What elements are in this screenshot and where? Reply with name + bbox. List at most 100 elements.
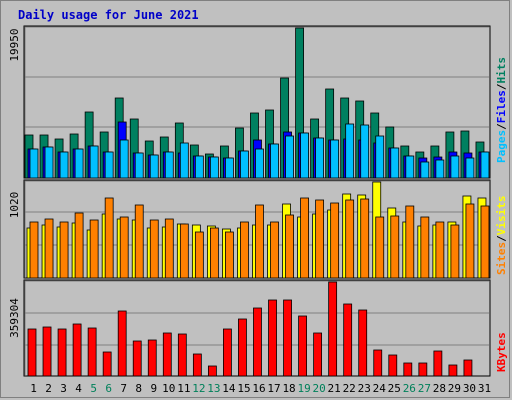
sites-bar-day-22 <box>345 199 355 279</box>
pages-bar-day-20 <box>315 137 325 179</box>
day-label-11: 11 <box>177 382 190 395</box>
kbytes-bar-day-5 <box>87 327 97 377</box>
kbytes-bar-day-19 <box>298 315 307 377</box>
legend-pages-files-hits: Pages/Files/Hits <box>495 57 508 163</box>
kbytes-bar-day-6 <box>102 351 112 377</box>
sites-bar-day-7 <box>119 216 129 279</box>
legend-kbytes: KBytes <box>495 332 508 372</box>
legend-sites-visits-visits: Visits <box>495 196 508 236</box>
sites-bar-day-30 <box>465 203 475 279</box>
kbytes-bar-day-27 <box>418 362 428 377</box>
kbytes-bar-day-7 <box>117 310 127 377</box>
kbytes-bar-day-30 <box>463 359 473 377</box>
kbytes-bar-day-1 <box>27 328 37 377</box>
sites-bar-day-3 <box>59 221 69 279</box>
pages-bar-day-17 <box>270 143 279 179</box>
sites-bar-day-6 <box>104 197 114 279</box>
day-label-8: 8 <box>135 382 142 395</box>
sites-bar-day-14 <box>225 231 234 279</box>
pages-bar-day-18 <box>285 135 294 179</box>
sites-bar-day-5 <box>89 219 99 279</box>
sites-bar-day-17 <box>270 221 279 279</box>
sites-bar-day-13 <box>209 227 219 279</box>
kbytes-bar-day-13 <box>207 365 217 377</box>
sites-bar-day-26 <box>405 205 415 279</box>
day-label-22: 22 <box>343 382 356 395</box>
kbytes-bar-day-9 <box>147 339 157 377</box>
day-label-17: 17 <box>267 382 280 395</box>
day-label-3: 3 <box>60 382 67 395</box>
pages-bar-day-27 <box>420 161 430 179</box>
legend-kbytes-kbytes: KBytes <box>495 332 508 372</box>
pages-bar-day-3 <box>59 151 69 179</box>
day-label-25: 25 <box>388 382 401 395</box>
pages-bar-day-11 <box>179 142 189 179</box>
kbytes-bar-day-29 <box>448 364 458 377</box>
kbytes-bar-day-28 <box>433 350 443 377</box>
sites-bar-day-25 <box>390 215 400 279</box>
kbytes-bar-day-3 <box>57 328 67 377</box>
pages-bar-day-26 <box>405 155 415 179</box>
panel-3-max-label: 359304 <box>8 298 21 338</box>
day-label-6: 6 <box>105 382 112 395</box>
sites-bar-day-9 <box>149 219 159 279</box>
pages-bar-day-15 <box>240 150 249 179</box>
day-label-20: 20 <box>313 382 326 395</box>
sites-bar-day-10 <box>164 218 174 279</box>
pages-bar-day-12 <box>194 155 204 179</box>
day-label-19: 19 <box>297 382 310 395</box>
sites-bar-day-16 <box>255 204 264 279</box>
pages-bar-day-16 <box>255 148 264 179</box>
sites-bar-day-8 <box>134 204 144 279</box>
pages-bar-day-19 <box>300 132 309 179</box>
day-label-7: 7 <box>120 382 127 395</box>
day-label-26: 26 <box>403 382 416 395</box>
day-label-4: 4 <box>75 382 82 395</box>
day-label-30: 30 <box>463 382 476 395</box>
day-label-2: 2 <box>45 382 52 395</box>
graph-title: Daily usage for June 2021 <box>18 8 199 22</box>
kbytes-bar-day-14 <box>223 328 232 377</box>
kbytes-bar-day-26 <box>403 362 413 377</box>
day-label-5: 5 <box>90 382 97 395</box>
sites-bar-day-2 <box>44 218 54 279</box>
day-label-9: 9 <box>150 382 157 395</box>
pages-bar-day-7 <box>119 139 129 179</box>
legend-sites-visits-sites: Sites <box>495 242 508 275</box>
kbytes-bar-day-2 <box>42 326 52 377</box>
sites-bar-day-29 <box>450 224 460 279</box>
sites-bar-day-27 <box>420 216 430 279</box>
day-label-24: 24 <box>373 382 387 395</box>
sites-bar-day-11 <box>179 223 189 279</box>
pages-bar-day-31 <box>480 151 490 179</box>
sites-bar-day-18 <box>285 214 294 279</box>
kbytes-bar-day-22 <box>343 303 353 377</box>
pages-bar-day-2 <box>44 146 54 179</box>
day-label-21: 21 <box>328 382 341 395</box>
day-label-23: 23 <box>358 382 371 395</box>
kbytes-bar-day-23 <box>358 309 368 377</box>
day-label-16: 16 <box>252 382 265 395</box>
day-label-13: 13 <box>207 382 220 395</box>
kbytes-bar-day-11 <box>177 333 187 377</box>
pages-bar-day-28 <box>435 159 445 179</box>
pages-bar-day-9 <box>149 154 159 179</box>
kbytes-bar-day-10 <box>162 332 172 377</box>
kbytes-bar-day-16 <box>253 307 262 377</box>
day-label-29: 29 <box>448 382 461 395</box>
kbytes-bar-day-4 <box>72 323 82 377</box>
sites-bar-day-31 <box>480 205 490 279</box>
sites-bar-day-1 <box>29 221 39 279</box>
kbytes-bar-day-12 <box>192 353 202 377</box>
legend-sites-visits: Sites/Visits <box>495 196 508 276</box>
sites-bar-day-23 <box>360 198 370 279</box>
pages-bar-day-21 <box>330 139 340 179</box>
pages-bar-day-24 <box>375 135 385 179</box>
legend-pages-files-hits-hits: Hits <box>495 57 508 84</box>
pages-bar-day-14 <box>225 157 234 179</box>
sites-bar-day-20 <box>315 199 325 279</box>
kbytes-bar-day-8 <box>132 340 142 377</box>
